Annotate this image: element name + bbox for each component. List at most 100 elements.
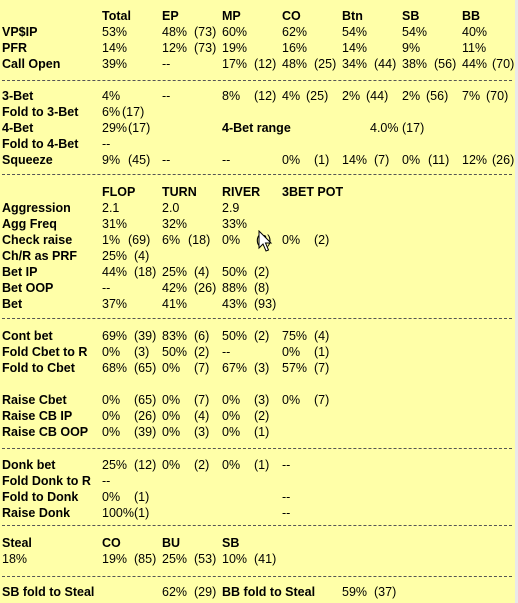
stat-value: 6%	[102, 105, 121, 119]
stat-value: 57%	[282, 361, 308, 375]
stat-label: Cont bet	[2, 329, 53, 343]
stat-count: (93)	[254, 297, 277, 311]
stat-count: (44)	[366, 89, 389, 103]
stat-value: 60%	[222, 25, 248, 39]
mouse-cursor-icon	[258, 230, 273, 252]
stat-count: (70)	[486, 89, 509, 103]
stat-row-fold-donk-to-r: Fold Donk to R --	[0, 473, 518, 489]
stat-count: (18)	[134, 265, 157, 279]
stat-count: (2)	[314, 233, 330, 247]
col-header-btn: Btn	[342, 9, 363, 23]
col-header-bb: BB	[462, 9, 481, 23]
stat-value: 0%	[162, 425, 181, 439]
stat-value: 0%	[222, 233, 241, 247]
stat-label: Ch/R as PRF	[2, 249, 78, 263]
stat-value: 0%	[282, 153, 301, 167]
stat-row-4bet: 4-Bet 29% (17) 4-Bet range 4.0% (17)	[0, 120, 518, 136]
stat-value: 44%	[462, 57, 488, 71]
stat-value: 67%	[222, 361, 248, 375]
stat-value: 62%	[162, 585, 188, 599]
stat-count: (56)	[434, 57, 457, 71]
stat-value: 31%	[102, 217, 128, 231]
stat-value: 0%	[102, 393, 121, 407]
col-header-co: CO	[102, 536, 121, 550]
stat-label: Raise CB IP	[2, 409, 73, 423]
stat-value: 69%	[102, 329, 128, 343]
stat-count: (2)	[254, 409, 270, 423]
stat-value: 4.0%	[370, 121, 399, 135]
stat-value: 16%	[282, 41, 308, 55]
stat-value: 88%	[222, 281, 248, 295]
stat-value: 18%	[2, 552, 28, 566]
stat-count: (7)	[314, 361, 330, 375]
stat-count: (1)	[314, 345, 330, 359]
stat-value: 0%	[282, 233, 301, 247]
stat-value: 25%	[102, 249, 128, 263]
stat-label: Aggression	[2, 201, 71, 215]
stat-count: (7)	[194, 393, 210, 407]
stat-value: 34%	[342, 57, 368, 71]
stat-count: (69)	[128, 233, 151, 247]
stat-count: (4)	[194, 409, 210, 423]
stat-count: (41)	[254, 552, 277, 566]
stat-value: --	[102, 137, 111, 151]
stat-value: 12%	[162, 41, 188, 55]
stat-count: (12)	[134, 458, 157, 472]
stat-value: --	[102, 474, 111, 488]
stat-value: 19%	[102, 552, 128, 566]
stat-row-aggression: Aggression 2.1 2.0 2.9	[0, 200, 518, 216]
stat-count: (1)	[134, 490, 150, 504]
stat-value: --	[282, 506, 291, 520]
stat-value: 0%	[102, 345, 121, 359]
stat-value: 0%	[282, 393, 301, 407]
stat-value: 50%	[222, 265, 248, 279]
section-divider	[2, 576, 512, 577]
stat-value: --	[162, 57, 171, 71]
stat-count: (4)	[314, 329, 330, 343]
stat-count: (53)	[194, 552, 217, 566]
stat-label: Steal	[2, 536, 32, 550]
stat-value: 4%	[282, 89, 301, 103]
stat-row-fold-to-4bet: Fold to 4-Bet --	[0, 136, 518, 152]
col-header-flop: FLOP	[102, 185, 136, 199]
stat-value: 0%	[222, 393, 241, 407]
stat-count: (65)	[134, 361, 157, 375]
stat-count: (2)	[194, 345, 210, 359]
stat-value: 100%(1)	[102, 506, 150, 520]
stat-count: (12)	[254, 89, 277, 103]
col-header-river: RIVER	[222, 185, 261, 199]
stat-label: Bet OOP	[2, 281, 54, 295]
stat-count: (39)	[134, 425, 157, 439]
stat-count: (7)	[314, 393, 330, 407]
stat-value: 48%	[162, 25, 188, 39]
stat-row-fold-to-3bet: Fold to 3-Bet 6% (17)	[0, 104, 518, 120]
stat-label: Fold to 4-Bet	[2, 137, 79, 151]
stat-count: (3)	[194, 425, 210, 439]
window-edge	[515, 0, 518, 603]
stat-value: 7%	[462, 89, 481, 103]
stat-row-vpip: VP$IP 53% 48% (73) 60% 62% 54% 54% 40%	[0, 24, 518, 40]
stat-count: (17)	[122, 105, 145, 119]
stat-row-3bet: 3-Bet 4% -- 8% (12) 4% (25) 2% (44) 2% (…	[0, 88, 518, 104]
stat-value: 25%	[102, 458, 128, 472]
stat-value: --	[102, 281, 111, 295]
stat-value: 41%	[162, 297, 188, 311]
stat-count: (25)	[306, 89, 329, 103]
stat-value: 0%	[162, 361, 181, 375]
stat-value: 62%	[282, 25, 308, 39]
stat-count: (8)	[254, 281, 270, 295]
stat-count: (39)	[134, 329, 157, 343]
stat-value: 32%	[162, 217, 188, 231]
stat-row-fold-to-donk: Fold to Donk 0% (1) --	[0, 489, 518, 505]
stat-value: 0%	[162, 393, 181, 407]
stat-count: (56)	[426, 89, 449, 103]
stat-value: 43%	[222, 297, 248, 311]
stat-value: 0%	[102, 425, 121, 439]
stat-value: 11%	[462, 41, 487, 55]
stat-value: 4%	[102, 89, 121, 103]
stat-value: 0%	[162, 458, 181, 472]
stat-count: (4)	[134, 249, 150, 263]
stat-value: 0%	[222, 425, 241, 439]
stat-count: (4)	[194, 265, 210, 279]
stat-label: Bet IP	[2, 265, 38, 279]
